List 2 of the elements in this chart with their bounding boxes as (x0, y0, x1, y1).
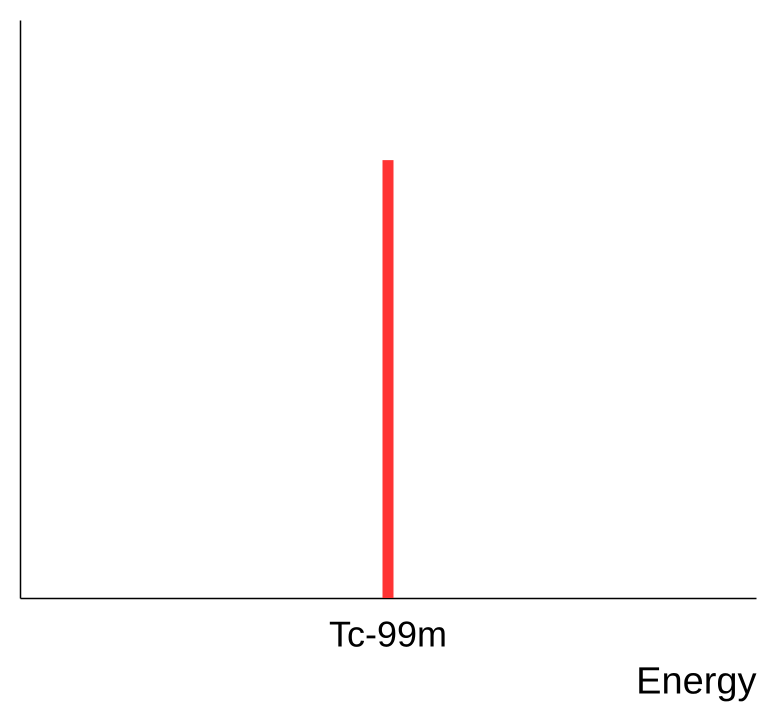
x-axis-title: Energy (636, 660, 756, 702)
x-tick-label: Tc-99m (328, 614, 448, 654)
